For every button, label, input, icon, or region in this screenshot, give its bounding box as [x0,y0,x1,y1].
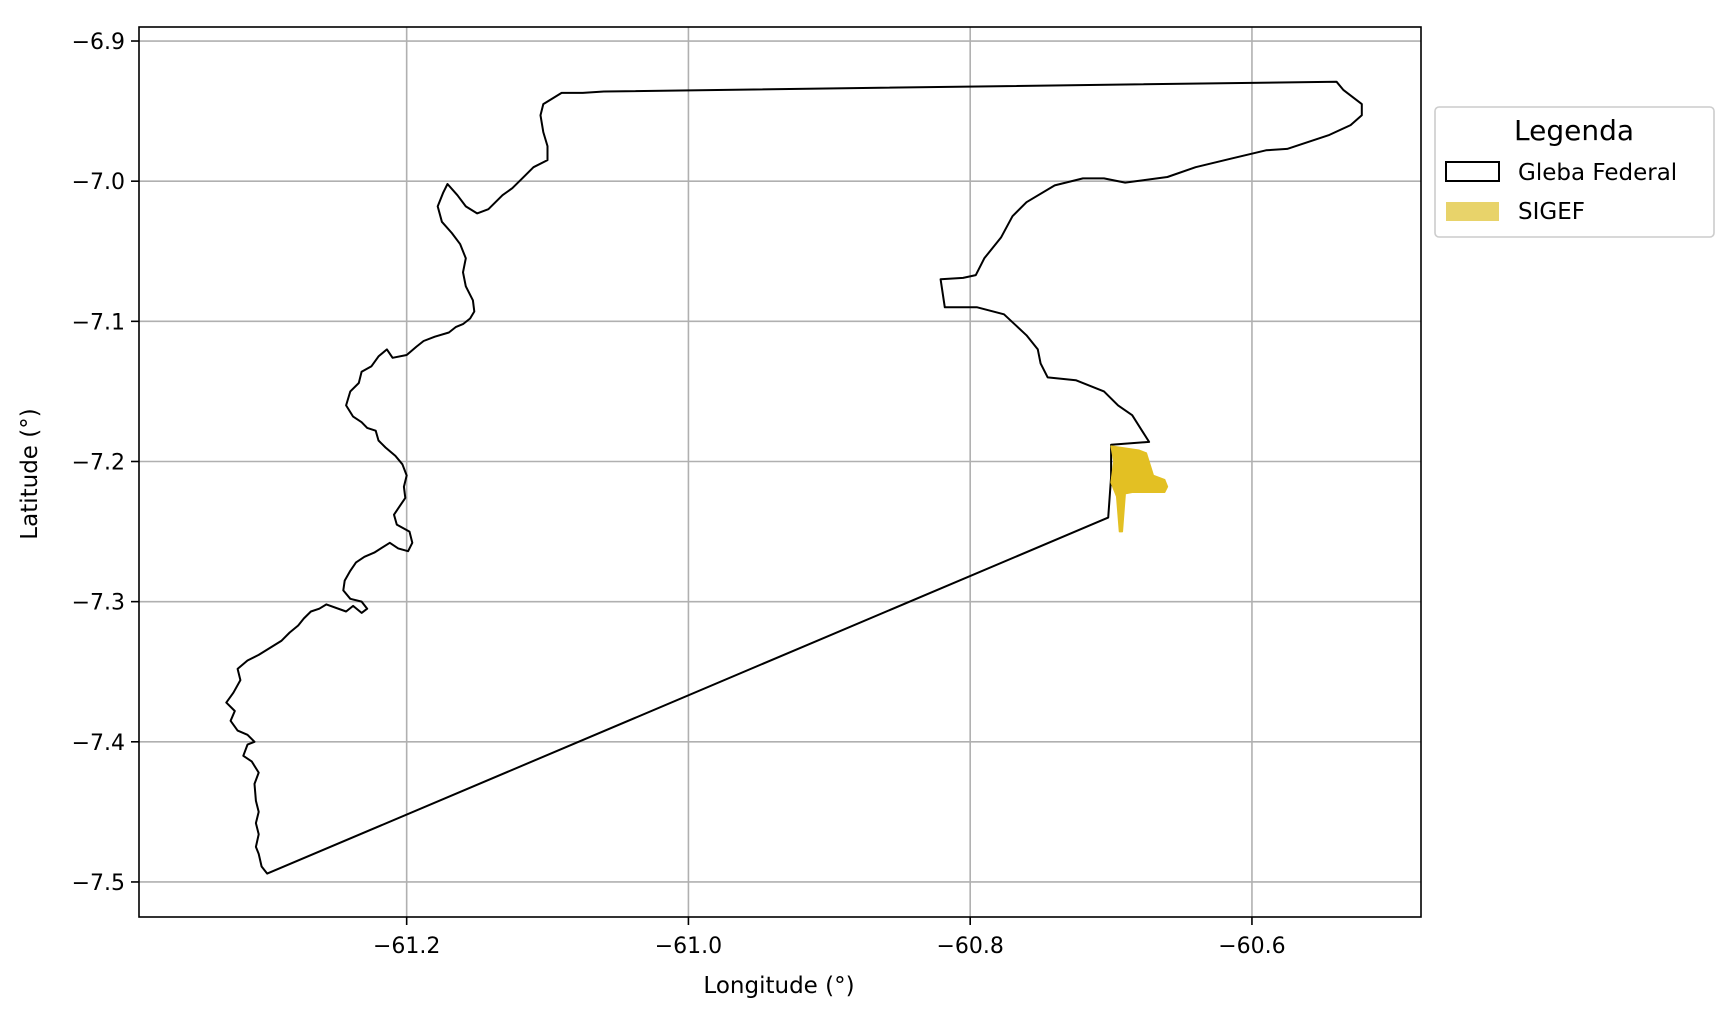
x-tick-label: −60.8 [936,934,1003,959]
legend-label-sigef: SIGEF [1518,199,1585,225]
y-tick-label: −7.5 [72,871,125,896]
grid-lines [139,27,1421,917]
y-tick-label: −6.9 [72,30,125,55]
legend-frame [1434,106,1715,238]
y-tick-label: −7.1 [72,310,125,335]
y-axis-label: Latitude (°) [17,408,43,539]
layer-gleba-federal [225,80,1363,875]
legend-label-gleba-federal: Gleba Federal [1518,160,1677,186]
y-tick-label: −7.4 [72,731,125,756]
y-tick-label: −7.3 [72,591,125,616]
x-axis-ticks: −61.2 −61.0 −60.8 −60.6 [373,917,1286,959]
x-tick-label: −60.6 [1218,934,1285,959]
legend-swatch-sigef [1446,202,1499,221]
map-layers [225,80,1363,875]
x-tick-label: −61.0 [655,934,722,959]
y-axis-ticks: −6.9 −7.0 −7.1 −7.2 −7.3 −7.4 −7.5 [72,30,139,896]
legend-title: Legenda [1514,114,1634,147]
x-tick-label: −61.2 [373,934,440,959]
y-tick-label: −7.0 [72,170,125,195]
axes-frame [138,26,1422,918]
layer-sigef [1110,445,1169,533]
x-axis-label: Longitude (°) [703,973,854,999]
y-tick-label: −7.2 [72,450,125,475]
legend: Legenda Gleba Federal SIGEF [1434,106,1715,238]
legend-swatch-gleba-federal [1445,161,1500,182]
